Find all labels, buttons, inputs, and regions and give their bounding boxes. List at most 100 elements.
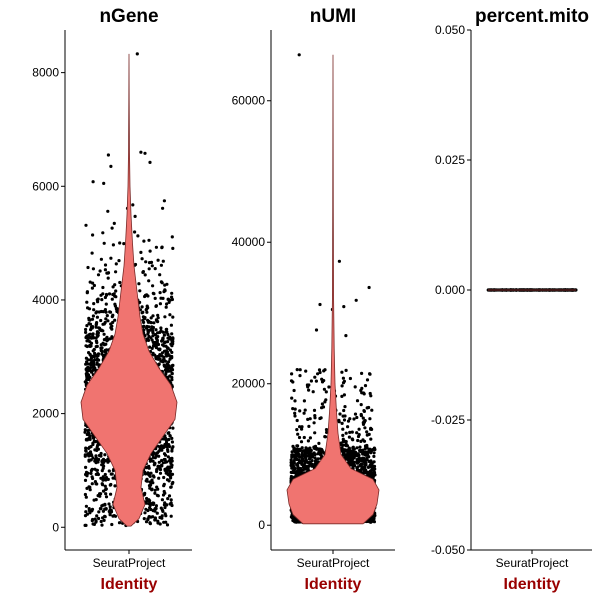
data-point bbox=[148, 502, 152, 506]
data-point bbox=[341, 433, 345, 437]
data-point bbox=[170, 372, 174, 376]
data-point bbox=[362, 439, 367, 443]
y-tick-label: 4000 bbox=[32, 293, 59, 307]
data-point bbox=[142, 517, 146, 521]
data-point bbox=[151, 291, 155, 295]
data-point bbox=[169, 485, 173, 489]
data-point bbox=[164, 305, 168, 309]
data-point bbox=[91, 349, 95, 353]
data-point bbox=[359, 439, 363, 443]
data-point bbox=[91, 456, 95, 460]
data-point bbox=[143, 293, 148, 297]
data-point bbox=[304, 454, 308, 458]
data-point bbox=[153, 462, 157, 466]
data-point bbox=[359, 468, 363, 472]
data-point bbox=[118, 241, 122, 245]
data-point bbox=[306, 439, 310, 443]
data-point bbox=[169, 498, 173, 502]
data-point bbox=[90, 519, 94, 523]
data-point bbox=[344, 440, 348, 444]
data-point bbox=[138, 289, 142, 293]
data-point bbox=[170, 350, 174, 354]
data-point bbox=[302, 399, 306, 403]
data-point bbox=[156, 258, 160, 262]
data-point bbox=[102, 518, 106, 523]
data-point bbox=[98, 494, 102, 498]
data-point bbox=[94, 482, 98, 486]
data-point bbox=[112, 292, 116, 296]
data-point bbox=[87, 446, 91, 450]
data-point bbox=[316, 372, 320, 376]
data-point bbox=[85, 375, 89, 379]
data-point bbox=[151, 459, 155, 463]
data-point bbox=[146, 517, 150, 522]
data-point bbox=[170, 340, 175, 345]
data-point bbox=[155, 454, 159, 458]
data-point bbox=[114, 270, 118, 274]
data-point bbox=[158, 522, 162, 526]
data-point bbox=[170, 436, 174, 440]
data-point bbox=[95, 310, 99, 314]
data-point bbox=[342, 418, 347, 422]
data-point bbox=[144, 260, 148, 264]
data-point bbox=[156, 464, 160, 468]
data-point bbox=[106, 477, 110, 481]
data-point bbox=[114, 289, 118, 293]
data-point bbox=[314, 379, 318, 383]
data-point bbox=[169, 514, 173, 518]
data-point bbox=[160, 246, 164, 250]
data-point bbox=[91, 476, 95, 481]
data-point bbox=[318, 370, 322, 375]
data-point bbox=[144, 479, 148, 483]
data-point bbox=[84, 330, 88, 334]
data-point bbox=[293, 411, 297, 415]
y-tick-label: 40000 bbox=[232, 235, 266, 249]
data-point bbox=[135, 52, 139, 56]
data-point bbox=[101, 457, 106, 461]
data-point bbox=[159, 263, 163, 267]
data-point bbox=[102, 241, 106, 245]
data-point bbox=[88, 332, 92, 336]
data-point bbox=[138, 300, 142, 304]
y-tick-label: 60000 bbox=[232, 94, 266, 108]
data-point bbox=[113, 302, 117, 306]
data-point bbox=[99, 257, 103, 261]
data-point bbox=[91, 441, 95, 445]
data-point bbox=[90, 251, 94, 255]
data-point bbox=[158, 273, 162, 277]
data-point bbox=[85, 486, 89, 490]
data-point bbox=[298, 409, 302, 413]
data-point bbox=[84, 449, 88, 453]
data-point bbox=[92, 336, 96, 340]
data-point bbox=[148, 345, 152, 349]
data-point bbox=[88, 344, 92, 348]
data-point bbox=[150, 325, 154, 329]
data-point bbox=[167, 494, 172, 498]
data-point bbox=[111, 476, 115, 480]
data-point bbox=[338, 412, 342, 416]
data-point bbox=[171, 315, 175, 319]
data-point bbox=[298, 374, 302, 378]
data-point bbox=[88, 488, 92, 492]
data-point bbox=[162, 520, 166, 524]
data-point bbox=[85, 300, 89, 304]
data-point bbox=[318, 416, 322, 421]
data-point bbox=[151, 455, 155, 459]
data-point bbox=[163, 340, 167, 344]
data-point bbox=[308, 417, 312, 421]
data-point bbox=[101, 231, 105, 235]
data-point bbox=[106, 319, 110, 323]
data-point bbox=[344, 431, 348, 435]
data-point bbox=[151, 515, 155, 519]
data-point bbox=[146, 332, 150, 336]
data-point bbox=[111, 320, 115, 324]
y-tick-label: 8000 bbox=[32, 66, 59, 80]
data-point bbox=[341, 414, 345, 418]
data-point bbox=[103, 484, 107, 488]
data-point bbox=[162, 489, 166, 494]
data-point bbox=[364, 450, 368, 454]
data-point bbox=[100, 523, 104, 527]
data-point bbox=[84, 446, 88, 450]
data-point bbox=[312, 421, 316, 425]
data-point bbox=[100, 482, 104, 486]
